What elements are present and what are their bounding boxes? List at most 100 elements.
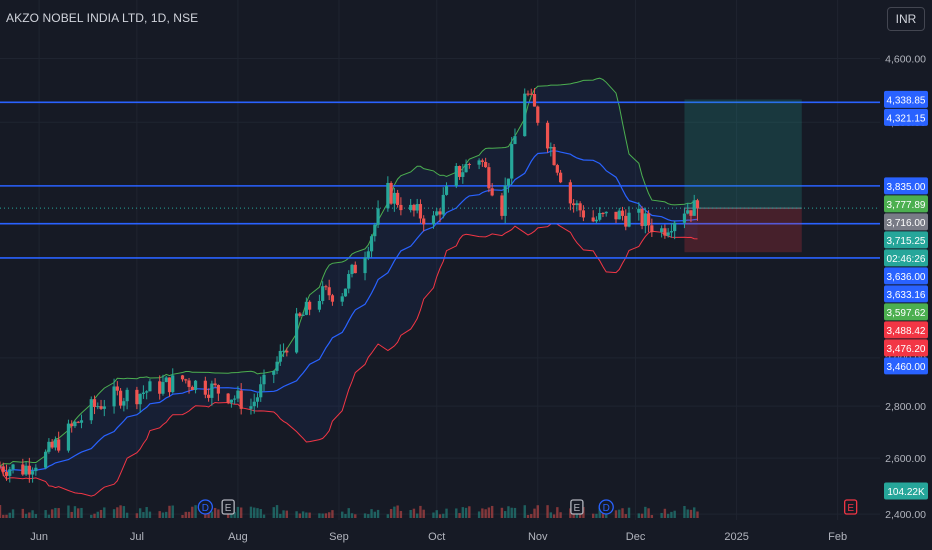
candle xyxy=(70,420,74,433)
candle-body xyxy=(643,213,647,226)
price-label: 3,777.89 xyxy=(884,195,928,213)
candle xyxy=(686,203,690,215)
candle xyxy=(484,157,488,168)
candle xyxy=(386,176,390,212)
candle-body xyxy=(184,379,188,381)
price-label: 3,597.62 xyxy=(884,303,928,321)
volume-bar xyxy=(161,512,165,518)
candle-body xyxy=(34,467,38,472)
candle xyxy=(578,201,582,217)
candle xyxy=(99,399,103,410)
volume-bar xyxy=(217,509,220,518)
candle-body xyxy=(125,389,129,402)
candle xyxy=(503,177,507,224)
candle-body xyxy=(510,144,514,179)
candle-body xyxy=(285,350,289,353)
candle xyxy=(389,181,393,205)
volume-bar xyxy=(399,510,403,518)
chart-title: AKZO NOBEL INDIA LTD, 1D, NSE xyxy=(6,11,199,25)
volume-bar xyxy=(8,512,11,518)
candle-body xyxy=(418,204,423,219)
y-tick-label: 2,800.00 xyxy=(885,401,926,413)
volume-bar xyxy=(298,513,302,518)
volume-bar xyxy=(96,511,99,518)
candle xyxy=(216,384,220,402)
candle-body xyxy=(409,204,413,211)
candle xyxy=(145,390,149,400)
candle-body xyxy=(76,421,80,423)
price-label: 3,488.42 xyxy=(884,321,928,339)
volume-bar xyxy=(660,512,663,518)
volume-bar xyxy=(308,512,311,518)
candle xyxy=(57,431,61,453)
candle xyxy=(614,211,618,224)
price-label: 3,716.00 xyxy=(884,213,928,231)
candle xyxy=(92,395,97,415)
candle-body xyxy=(138,393,142,405)
price-label-text: 3,460.00 xyxy=(887,362,926,373)
volume-bar xyxy=(647,508,650,518)
candle xyxy=(572,199,576,213)
volume-bar xyxy=(70,511,73,518)
candle-body xyxy=(281,350,286,352)
candle-body xyxy=(441,194,445,215)
candle xyxy=(663,224,667,239)
volume-bar xyxy=(507,506,510,518)
volume-bar xyxy=(510,507,513,518)
volume-bar xyxy=(279,513,282,518)
volume-bar xyxy=(666,513,670,518)
volume-bar xyxy=(165,511,168,518)
volume-bar xyxy=(2,514,5,518)
candle-body xyxy=(180,375,185,380)
x-tick-label: Jul xyxy=(130,531,144,543)
volume-bar xyxy=(412,508,416,518)
candle-body xyxy=(454,165,458,187)
volume-bar xyxy=(138,508,142,518)
bollinger-lower-line xyxy=(0,222,698,497)
candle-body xyxy=(506,178,511,186)
candle xyxy=(278,344,282,366)
candle-body xyxy=(513,136,517,145)
candle xyxy=(532,88,537,107)
candle xyxy=(549,142,553,157)
volume-bar xyxy=(191,506,194,518)
volume-bar xyxy=(73,506,77,518)
candle xyxy=(187,377,191,394)
candle xyxy=(294,307,299,354)
price-label-background xyxy=(884,482,928,500)
price-label-background xyxy=(884,303,928,321)
volume-bar xyxy=(409,509,412,518)
candle xyxy=(203,376,207,399)
candle xyxy=(637,202,641,221)
volume-bar xyxy=(464,507,468,518)
candle-body xyxy=(24,465,28,475)
candle-body xyxy=(298,313,302,316)
candle xyxy=(366,246,370,261)
candle-body xyxy=(467,164,471,166)
currency-button[interactable]: INR xyxy=(887,7,925,31)
candle xyxy=(526,90,530,97)
candle-body xyxy=(1,466,5,472)
candle-body xyxy=(415,204,419,211)
volume-bar xyxy=(103,507,106,518)
candle-body xyxy=(598,212,602,220)
price-label-text: 3,476.20 xyxy=(887,344,926,355)
volume-bar xyxy=(233,512,236,518)
candle-body xyxy=(689,210,693,216)
volume-bar xyxy=(438,514,442,518)
candle-body xyxy=(601,212,605,214)
event-marker-label: D xyxy=(202,503,209,514)
price-label-background xyxy=(884,249,928,267)
candle-body xyxy=(53,439,58,448)
candle-body xyxy=(646,213,651,226)
price-label-text: 3,715.25 xyxy=(887,236,926,247)
candle-body xyxy=(161,382,165,394)
candle xyxy=(308,300,312,316)
candle-body xyxy=(236,390,240,399)
candle-body xyxy=(99,406,103,409)
volume-bar xyxy=(415,513,419,518)
candle xyxy=(506,178,511,193)
volume-bar xyxy=(122,506,126,518)
price-label-background xyxy=(884,231,928,249)
